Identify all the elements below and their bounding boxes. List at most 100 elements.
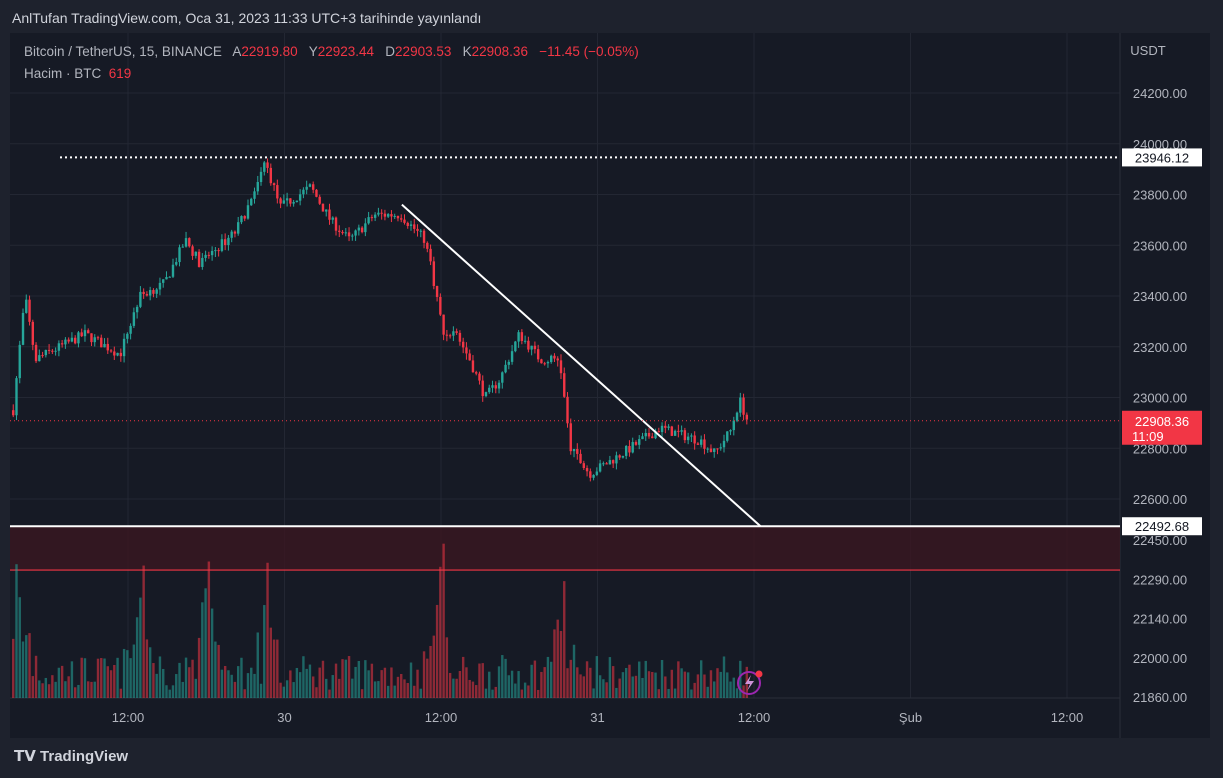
candle	[598, 463, 602, 472]
volume-bar	[709, 670, 713, 698]
volume-bar	[41, 683, 44, 698]
candle	[47, 349, 51, 351]
high-label: Y	[308, 44, 318, 59]
candle	[269, 167, 273, 184]
candle	[214, 250, 217, 252]
candle	[184, 238, 188, 247]
price-tick: 24200.00	[1133, 86, 1187, 101]
volume-bar	[18, 597, 21, 698]
resistance-badge-text: 23946.12	[1135, 150, 1189, 165]
volume-bar	[77, 684, 80, 698]
candle	[660, 425, 664, 433]
volume-bar	[364, 660, 367, 698]
candle	[406, 222, 409, 226]
candle	[292, 201, 295, 204]
volume-bar	[308, 664, 312, 698]
volume-bar	[373, 681, 377, 698]
tradingview-logo[interactable]: 𝗧𝗩 TradingView	[14, 747, 128, 765]
candle	[15, 378, 18, 416]
candle	[527, 340, 530, 350]
volume-bar	[243, 689, 246, 698]
volume-bar	[722, 656, 726, 698]
volume-bar	[416, 669, 419, 698]
candle	[360, 227, 364, 233]
volume-bar	[452, 678, 455, 698]
volume-bar	[181, 681, 184, 698]
candle	[57, 343, 61, 351]
volume-bar	[618, 678, 621, 698]
volume-bar	[367, 670, 370, 698]
volume-bar	[60, 665, 64, 698]
candle	[419, 230, 422, 232]
candle	[745, 414, 749, 420]
volume-bar	[155, 673, 158, 698]
trend-line[interactable]	[401, 203, 762, 527]
candle	[540, 359, 543, 364]
volume-bar	[135, 617, 139, 698]
candle	[595, 471, 599, 475]
candle	[305, 186, 308, 190]
candle	[64, 339, 67, 345]
candle	[631, 442, 634, 453]
candle	[439, 296, 442, 315]
candle	[126, 333, 129, 339]
volume-bar	[686, 672, 690, 698]
chart-pane[interactable]: USDT 24200.00 24000.00 23800.00 23600.00 2340…	[10, 33, 1210, 738]
candle	[403, 219, 406, 223]
candle	[507, 361, 511, 365]
volume-bar	[64, 681, 67, 698]
volume-bar	[471, 681, 475, 698]
candle	[93, 337, 96, 343]
volume-bar	[628, 664, 631, 698]
candle	[370, 217, 374, 219]
candle	[461, 341, 465, 348]
volume-bar	[165, 685, 168, 698]
volume-bar	[556, 619, 559, 698]
symbol-title[interactable]: Bitcoin / TetherUS, 15, BINANCE	[24, 44, 222, 59]
candle	[735, 412, 739, 421]
volume-bar	[572, 644, 576, 698]
candle	[383, 213, 387, 217]
candle	[28, 299, 31, 322]
volume-bar	[559, 630, 563, 698]
volume-bar	[726, 672, 729, 698]
lightning-icon[interactable]	[737, 671, 761, 695]
volume-bar	[217, 644, 220, 698]
price-chart[interactable]: USDT 24200.00 24000.00 23800.00 23600.00 2340…	[10, 33, 1210, 738]
candle	[96, 337, 100, 339]
volume-bar	[569, 659, 572, 698]
volume-bar	[409, 662, 413, 698]
volume-bar	[396, 676, 400, 698]
support-badge	[1122, 517, 1202, 536]
candle	[302, 189, 305, 195]
price-tick: 24000.00	[1133, 137, 1187, 152]
volume-bar	[445, 637, 449, 698]
price-tick: 23600.00	[1133, 238, 1187, 253]
volume-bar	[237, 666, 240, 698]
volume-bar	[566, 668, 569, 698]
candle	[223, 239, 227, 246]
candle	[25, 299, 28, 313]
volume-bar	[530, 664, 533, 698]
candle	[497, 382, 501, 389]
candle	[569, 423, 572, 452]
volume-bar	[494, 686, 497, 698]
open-value: 22919.80	[241, 44, 298, 59]
volume-bar	[563, 581, 566, 698]
volume-bar	[100, 658, 103, 698]
candle	[559, 360, 563, 374]
candle	[253, 191, 256, 199]
volume-bar	[12, 638, 15, 698]
price-tick: 22600.00	[1133, 492, 1187, 507]
candle	[693, 435, 696, 444]
volume-bar	[344, 659, 347, 698]
volume-bar	[501, 655, 504, 698]
candle	[677, 430, 680, 432]
volume-label[interactable]: Hacim · BTC	[24, 66, 102, 81]
volume-bar	[458, 670, 462, 698]
candle	[347, 232, 351, 237]
candle	[328, 209, 331, 220]
candle	[572, 448, 576, 452]
volume-bar	[690, 689, 693, 698]
candle	[21, 312, 25, 345]
